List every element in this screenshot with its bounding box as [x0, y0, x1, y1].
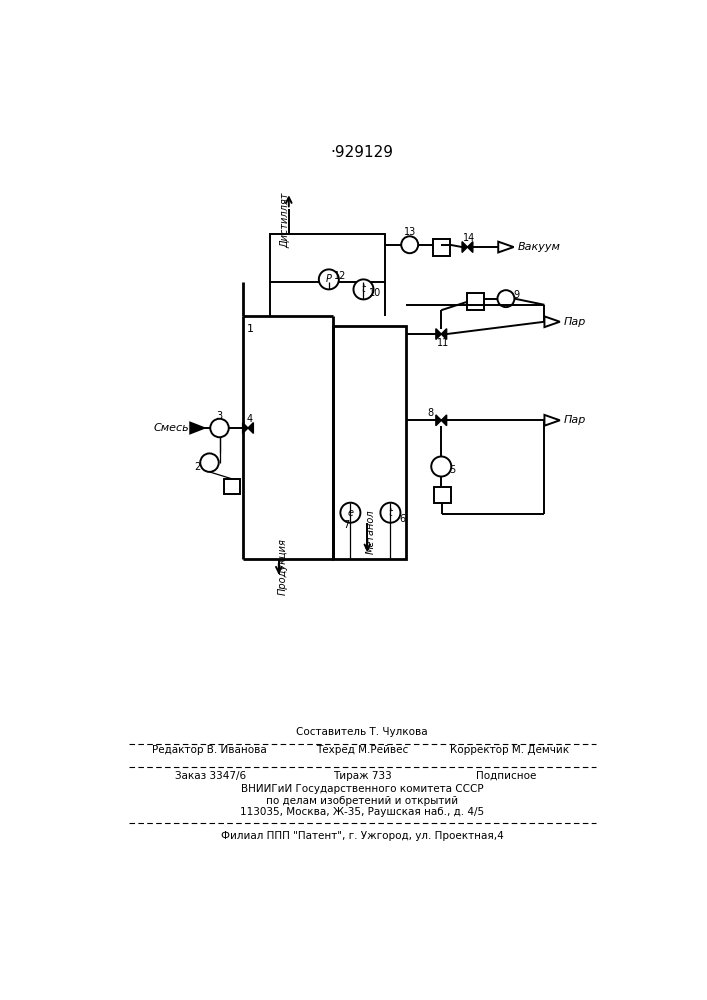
Polygon shape	[544, 415, 560, 426]
Text: по делам изобретений и открытий: по делам изобретений и открытий	[266, 796, 458, 806]
Circle shape	[200, 453, 218, 472]
Text: 8: 8	[428, 408, 433, 418]
Text: Корректор М. Демчик: Корректор М. Демчик	[450, 745, 569, 755]
Text: 12: 12	[334, 271, 346, 281]
Text: P: P	[326, 274, 332, 284]
Text: e: e	[347, 508, 354, 518]
Bar	[334, 326, 406, 559]
Text: Дистиллят: Дистиллят	[280, 192, 290, 248]
Text: 113035, Москва, Ж-35, Раушская наб., д. 4/5: 113035, Москва, Ж-35, Раушская наб., д. …	[240, 807, 484, 817]
Polygon shape	[436, 329, 447, 339]
Text: t: t	[361, 284, 366, 294]
Text: 7: 7	[344, 520, 350, 530]
Text: 6: 6	[399, 514, 406, 524]
Circle shape	[210, 419, 229, 437]
Text: Пар: Пар	[563, 317, 586, 327]
Circle shape	[340, 503, 361, 523]
Text: 13: 13	[404, 227, 416, 237]
Polygon shape	[498, 242, 514, 252]
Polygon shape	[243, 423, 253, 433]
Circle shape	[319, 269, 339, 289]
Text: 9: 9	[513, 290, 519, 300]
Bar	[224, 479, 240, 494]
Text: ·929129: ·929129	[330, 145, 394, 160]
Text: 14: 14	[463, 233, 475, 243]
Text: Редактор В. Иванова: Редактор В. Иванова	[152, 745, 267, 755]
Polygon shape	[544, 316, 560, 327]
Polygon shape	[462, 242, 473, 252]
Polygon shape	[436, 415, 447, 426]
Text: Филиал ППП "Патент", г. Ужгород, ул. Проектная,4: Филиал ППП "Патент", г. Ужгород, ул. Про…	[221, 831, 503, 841]
Text: 3: 3	[216, 411, 223, 421]
Text: Метанол: Метанол	[366, 510, 376, 554]
Text: Вакуум: Вакуум	[518, 242, 561, 252]
Text: 5: 5	[450, 465, 456, 475]
Text: Продукция: Продукция	[277, 538, 287, 595]
Circle shape	[354, 279, 373, 299]
Bar	[467, 293, 484, 310]
Text: Подписное: Подписное	[476, 771, 536, 781]
Bar	[269, 234, 385, 282]
Circle shape	[380, 503, 400, 523]
Bar	[433, 487, 450, 503]
Text: 2: 2	[194, 462, 200, 472]
Circle shape	[431, 456, 451, 477]
Text: Заказ 3347/6: Заказ 3347/6	[175, 771, 246, 781]
Text: 10: 10	[369, 288, 381, 298]
Text: 4: 4	[247, 414, 252, 424]
Circle shape	[498, 290, 515, 307]
Polygon shape	[190, 423, 204, 433]
Circle shape	[402, 236, 418, 253]
Text: Пар: Пар	[563, 415, 586, 425]
Text: ВНИИГиИ Государственного комитета СССР: ВНИИГиИ Государственного комитета СССР	[240, 784, 484, 794]
Text: Смесь: Смесь	[153, 423, 189, 433]
Text: Техред М.Рейвес: Техред М.Рейвес	[316, 745, 408, 755]
Text: Составитель Т. Чулкова: Составитель Т. Чулкова	[296, 727, 428, 737]
Text: t: t	[389, 508, 392, 518]
Text: 1: 1	[247, 324, 253, 334]
Text: 11: 11	[437, 338, 449, 348]
Text: Тираж 733: Тираж 733	[332, 771, 392, 781]
Bar	[433, 239, 450, 256]
